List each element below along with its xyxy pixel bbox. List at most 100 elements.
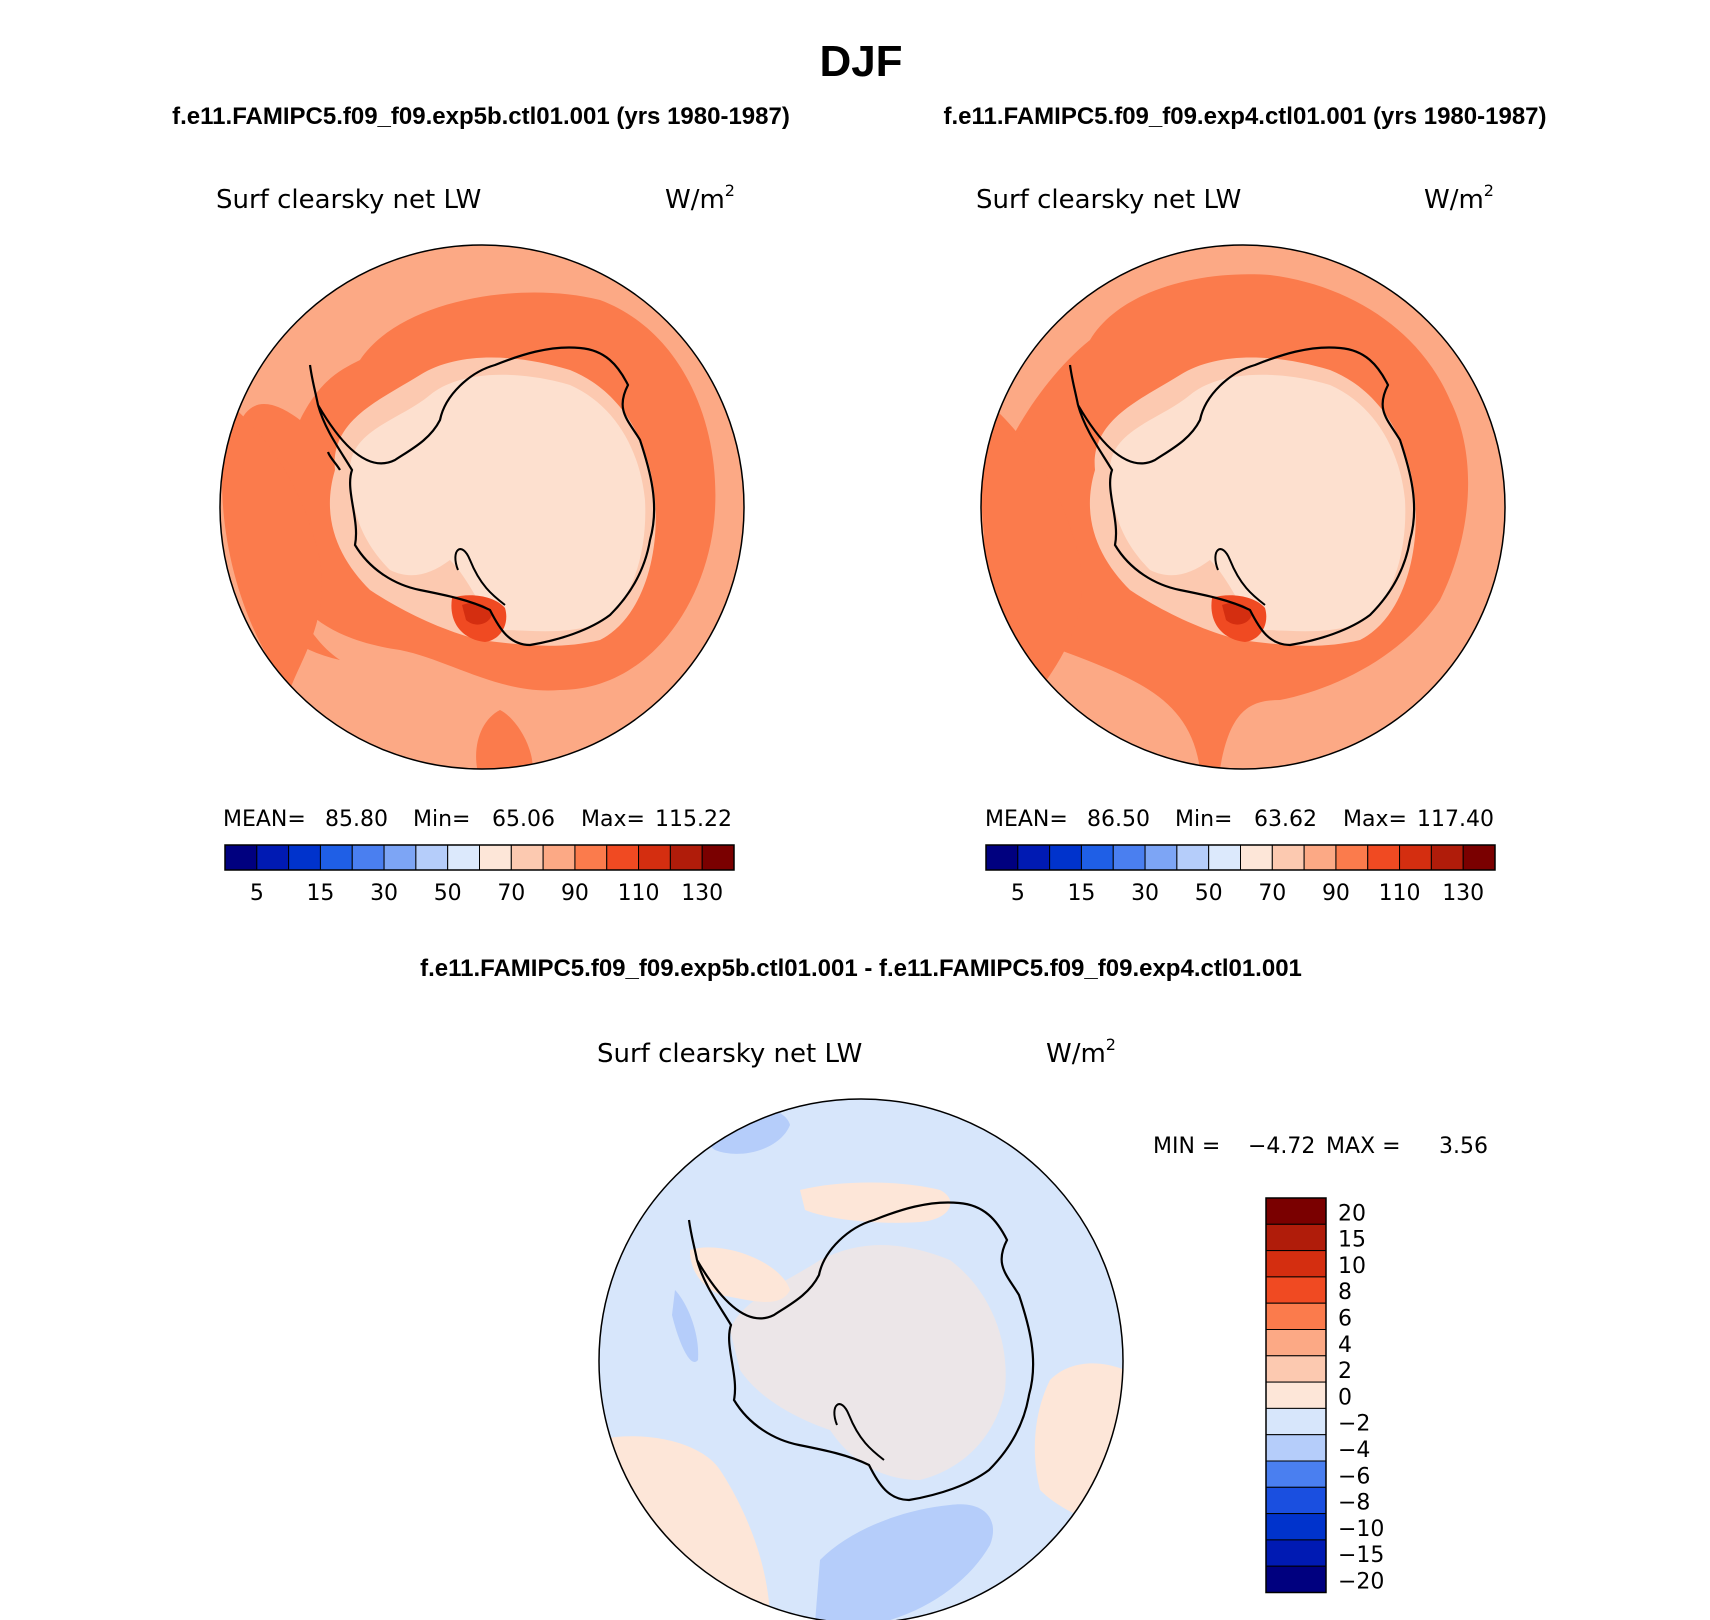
colorbar-tick-label: 15 [1067, 881, 1095, 906]
colorbar-swatch [256, 844, 290, 871]
colorbar-tick-label: −4 [1338, 1438, 1370, 1463]
colorbar-swatch [1265, 1539, 1327, 1567]
colorbar-swatch [510, 844, 544, 871]
colorbar-tick-label: 90 [1322, 881, 1350, 906]
stat-mean-value: 85.80 [325, 807, 388, 832]
map-left-peninsula [308, 364, 341, 471]
stat-max-label: Max= [1343, 807, 1407, 832]
colorbar-swatch [1265, 1486, 1327, 1515]
colorbar-swatch [1462, 844, 1496, 871]
colorbar-tick-label: −15 [1338, 1543, 1384, 1568]
stat-min-label: MIN = [1153, 1134, 1220, 1159]
colorbar-swatch [542, 844, 576, 871]
colorbar-swatch [985, 844, 1019, 871]
stat-max-value: 117.40 [1417, 807, 1494, 832]
colorbar-swatch [1265, 1329, 1327, 1357]
panel-left-variable: Surf clearsky net LW [216, 185, 481, 215]
colorbar-tick-label: −6 [1338, 1464, 1370, 1489]
map-right [981, 245, 1505, 769]
stat-mean-value: 86.50 [1087, 807, 1150, 832]
panel-right: Surf clearsky net LW W/m2 MEAN= 86.50 Mi… [976, 181, 1506, 906]
stat-mean-label: MEAN= [223, 807, 306, 832]
colorbar-tick-label: 50 [1195, 881, 1223, 906]
colorbar-tick-label: 10 [1338, 1254, 1366, 1279]
colorbar-swatch [319, 844, 353, 871]
colorbar-swatch [574, 844, 608, 871]
colorbar-tick-label: 20 [1338, 1201, 1366, 1226]
colorbar-left: 5 15 30 50 70 90 110 130 [224, 844, 735, 906]
colorbar-swatch [1265, 1197, 1327, 1225]
colorbar-swatch [1144, 844, 1178, 871]
map-left-border [219, 244, 745, 770]
colorbar-tick-label: 90 [561, 881, 589, 906]
stat-min-value: 63.62 [1254, 807, 1317, 832]
panel-diff-units: W/m2 [1046, 1035, 1116, 1069]
colorbar-frame [224, 844, 735, 871]
stat-max-label: MAX = [1326, 1134, 1401, 1159]
figure-title: DJF [819, 37, 902, 86]
colorbar-tick-label: 110 [1379, 881, 1421, 906]
colorbar-tick-label: −8 [1338, 1491, 1370, 1516]
colorbar-tick-label: 50 [434, 881, 462, 906]
colorbar-tick-label: 5 [1011, 881, 1025, 906]
colorbar-swatch [1208, 844, 1241, 871]
map-right-border [980, 244, 1506, 770]
map-diff-border [598, 1098, 1124, 1620]
colorbar-swatch [1049, 844, 1082, 871]
case-title-right: f.e11.FAMIPC5.f09_f09.exp4.ctl01.001 (yr… [943, 103, 1546, 130]
colorbar-swatch [224, 844, 258, 871]
colorbar-right: 5 15 30 50 70 90 110 130 [985, 844, 1496, 906]
colorbar-swatch [415, 844, 449, 871]
colorbar-frame [1265, 1197, 1327, 1594]
panel-right-units: W/m2 [1424, 181, 1494, 215]
colorbar-swatch [351, 844, 385, 871]
map-diff-positive-patch-north [800, 1182, 951, 1223]
stat-min-label: Min= [1175, 807, 1232, 832]
diff-title: f.e11.FAMIPC5.f09_f09.exp5b.ctl01.001 - … [420, 955, 1302, 982]
colorbar-swatch [1367, 844, 1401, 871]
panel-diff: Surf clearsky net LW W/m2 MIN = −4.72 MA… [597, 1035, 1488, 1620]
map-diff-continent-mixed [730, 1245, 1006, 1480]
panel-left-units: W/m2 [665, 181, 735, 215]
panel-right-stats: MEAN= 86.50 Min= 63.62 Max= 117.40 [985, 807, 1494, 832]
map-diff-peninsula [687, 1219, 699, 1261]
map-diff-coastline [695, 1201, 1035, 1502]
colorbar-tick-label: 15 [1338, 1228, 1366, 1253]
colorbar-swatch [1265, 1565, 1327, 1593]
case-title-left: f.e11.FAMIPC5.f09_f09.exp5b.ctl01.001 (y… [172, 103, 790, 130]
colorbar-swatch [1265, 1434, 1327, 1462]
colorbar-tick-label: 30 [370, 881, 398, 906]
colorbar-tick-label: 130 [1442, 881, 1484, 906]
map-diff-negative-patch-west [672, 1290, 699, 1362]
colorbar-swatch [479, 844, 512, 871]
colorbar-swatch [638, 844, 671, 871]
colorbar-swatch [669, 844, 703, 871]
stat-max-label: Max= [581, 807, 645, 832]
map-left-ocean-west-band [222, 400, 323, 690]
colorbar-swatch [701, 844, 735, 871]
stat-min-value: 65.06 [492, 807, 555, 832]
colorbar-tick-label: 4 [1338, 1333, 1352, 1358]
colorbar-tick-label: 70 [1258, 881, 1286, 906]
map-left-coastline [316, 346, 656, 647]
colorbar-tick-label: 30 [1131, 881, 1159, 906]
map-left-ocean-south-patch [476, 710, 533, 769]
map-diff-inner-coast [833, 1403, 885, 1461]
colorbar-tick-label: 15 [306, 881, 334, 906]
stat-max-value: 115.22 [655, 807, 732, 832]
colorbar-swatch [1176, 844, 1210, 871]
colorbar-swatch [1399, 844, 1432, 871]
colorbar-tick-label: 0 [1338, 1385, 1352, 1410]
colorbar-swatch [1430, 844, 1464, 871]
colorbar-swatch [1265, 1355, 1327, 1383]
map-right-coastline [1076, 346, 1416, 647]
colorbar-tick-label: 110 [618, 881, 660, 906]
panel-left-stats: MEAN= 85.80 Min= 65.06 Max= 115.22 [223, 807, 732, 832]
colorbar-swatch [1335, 844, 1369, 871]
colorbar-swatch [447, 844, 480, 871]
colorbar-swatch [1080, 844, 1114, 871]
colorbar-swatch [1265, 1460, 1327, 1488]
colorbar-swatch [606, 844, 640, 871]
map-diff-negative-patch-south [815, 1504, 994, 1620]
